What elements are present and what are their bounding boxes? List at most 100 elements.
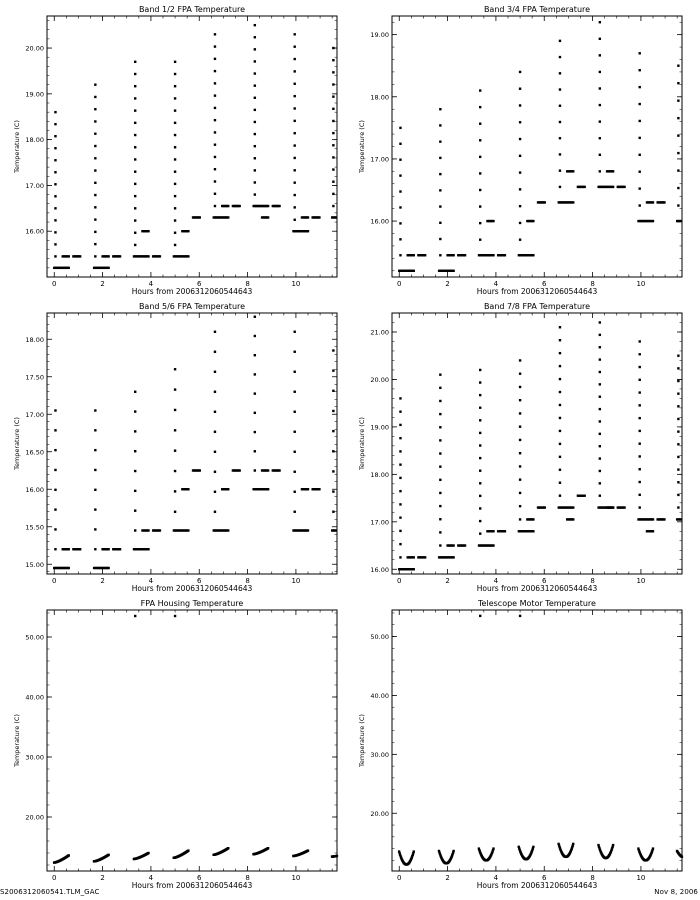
data-point <box>173 85 177 88</box>
data-point <box>53 566 56 570</box>
data-point <box>187 849 190 852</box>
data-point <box>597 506 600 509</box>
data-point <box>305 529 308 532</box>
data-point <box>147 548 150 551</box>
data-point <box>53 266 56 270</box>
data-point <box>677 379 680 383</box>
data-point <box>304 529 307 532</box>
data-point <box>648 530 651 533</box>
data-point <box>332 46 335 50</box>
data-point <box>105 255 108 258</box>
data-point <box>638 442 641 445</box>
data-point <box>528 518 531 521</box>
data-point <box>134 121 137 125</box>
data-point <box>607 170 610 173</box>
data-point <box>638 353 641 356</box>
data-point <box>62 548 66 551</box>
data-point <box>638 119 641 123</box>
data-point <box>173 60 177 63</box>
y-tick-label: 16.00 <box>25 486 44 494</box>
data-point <box>185 255 189 258</box>
data-point <box>526 219 529 223</box>
data-point <box>399 489 402 493</box>
data-point <box>181 529 184 532</box>
data-point <box>609 506 612 509</box>
data-point <box>651 530 655 533</box>
data-point <box>173 109 177 112</box>
data-point <box>479 155 482 159</box>
data-point <box>107 255 110 258</box>
data-point <box>138 255 142 258</box>
plot-frame <box>391 609 683 872</box>
data-point <box>568 201 571 204</box>
data-point <box>278 204 281 208</box>
data-point <box>57 566 61 570</box>
data-point <box>558 377 562 381</box>
data-point <box>173 614 177 618</box>
data-point <box>223 216 226 219</box>
data-point <box>221 529 224 532</box>
data-point <box>648 219 651 223</box>
data-point <box>293 470 296 473</box>
data-point <box>301 230 305 233</box>
data-point <box>306 488 310 491</box>
data-point <box>423 254 427 257</box>
data-point <box>558 494 562 497</box>
y-tick-label: 20.00 <box>370 376 389 384</box>
data-point <box>438 851 441 854</box>
data-point <box>184 255 188 258</box>
data-point <box>227 216 230 219</box>
data-point <box>610 847 614 850</box>
data-point <box>518 399 522 402</box>
data-point <box>598 333 602 337</box>
data-point <box>304 230 307 233</box>
data-point <box>677 455 680 459</box>
data-point <box>480 254 483 257</box>
data-point <box>54 528 57 531</box>
data-point <box>172 529 176 532</box>
y-tick-label: 18.00 <box>370 471 389 479</box>
data-point <box>332 450 335 453</box>
data-point <box>572 170 575 173</box>
data-point <box>183 488 186 491</box>
data-point <box>298 230 301 233</box>
data-point <box>450 556 453 559</box>
data-point <box>214 529 218 532</box>
data-point <box>446 254 449 257</box>
data-point <box>529 254 533 257</box>
data-point <box>105 548 108 551</box>
data-point <box>173 388 177 391</box>
data-point <box>134 219 137 222</box>
data-point <box>227 488 230 491</box>
data-point <box>477 254 481 257</box>
data-point <box>439 854 442 857</box>
data-point <box>450 254 453 257</box>
data-point <box>304 216 307 219</box>
data-point <box>677 493 680 497</box>
data-point <box>599 185 603 189</box>
data-point <box>227 529 230 532</box>
data-point <box>134 207 137 210</box>
data-point <box>134 194 137 198</box>
data-point <box>518 137 522 141</box>
data-point <box>223 204 226 208</box>
data-point <box>185 230 189 233</box>
y-axis-label: Temperature (C) <box>13 714 21 768</box>
data-point <box>651 847 655 850</box>
data-point <box>491 850 494 853</box>
data-point <box>609 851 612 854</box>
data-point <box>605 506 609 509</box>
data-point <box>663 518 666 521</box>
data-point <box>638 404 641 407</box>
data-point <box>448 269 452 272</box>
data-point <box>57 266 61 270</box>
data-point <box>528 219 531 223</box>
data-point <box>638 85 641 89</box>
data-point <box>598 87 602 90</box>
data-point <box>94 132 97 135</box>
data-point <box>101 548 104 551</box>
data-point <box>570 506 574 509</box>
data-point <box>253 204 257 208</box>
data-point <box>406 269 409 272</box>
data-point <box>398 568 401 571</box>
